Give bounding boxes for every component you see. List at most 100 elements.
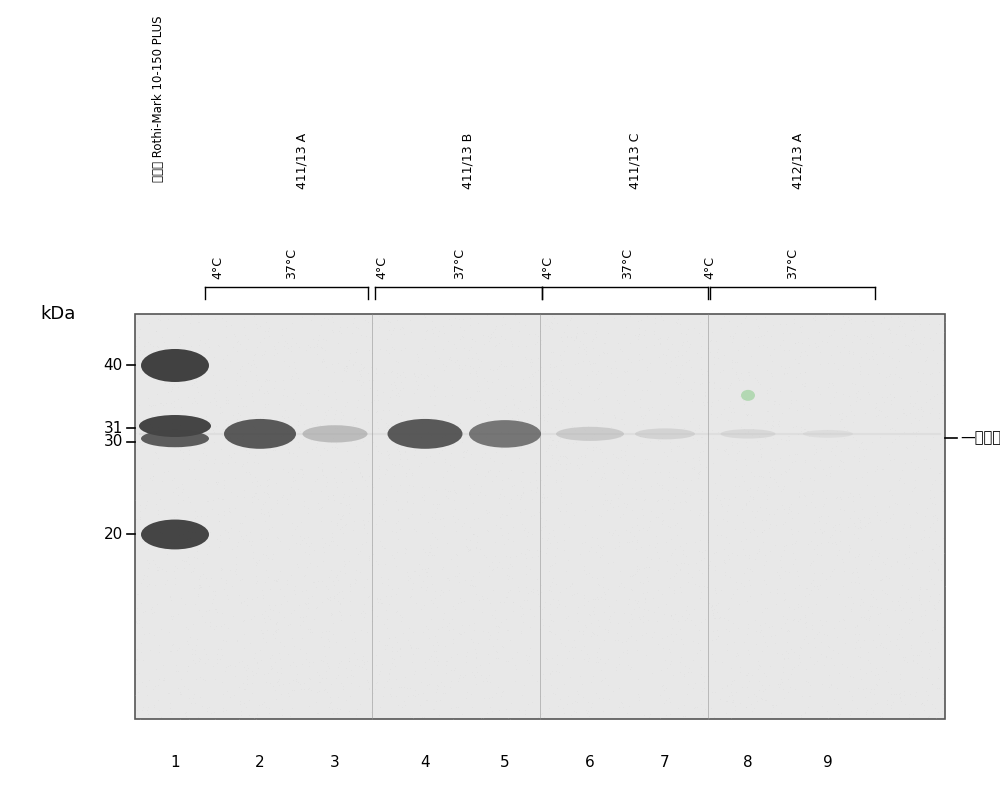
Point [590,656,606,668]
Point [254,626,270,639]
Point [882,511,898,523]
Point [279,578,295,590]
Point [568,436,584,449]
Point [821,669,837,681]
Ellipse shape [141,520,209,549]
Point [129,438,145,450]
Point [749,695,765,707]
Point [170,343,186,356]
Point [317,683,333,696]
Point [170,481,186,494]
Point [716,403,732,416]
Point [642,708,658,721]
Point [527,337,543,350]
Point [850,649,866,662]
Point [905,426,921,439]
Point [753,451,769,464]
Point [218,320,234,332]
Point [391,390,407,402]
Point [806,448,822,461]
Point [372,665,388,678]
Point [725,332,741,344]
Point [570,385,586,398]
Point [488,446,504,458]
Point [895,601,911,614]
Point [282,659,298,671]
Point [399,566,415,578]
Point [603,421,619,433]
Point [175,329,191,342]
Point [176,535,192,548]
Point [163,705,179,718]
Point [266,348,282,361]
Point [218,576,234,589]
Text: 4°C: 4°C [376,256,388,279]
Point [536,479,552,491]
Point [552,505,568,517]
Point [620,459,636,472]
Text: 6: 6 [585,755,595,770]
Point [186,391,202,404]
Point [246,712,262,725]
Point [796,380,812,392]
Point [843,604,859,617]
Point [227,329,243,342]
Point [629,535,645,548]
Point [253,533,269,545]
Point [629,373,645,386]
Point [742,482,758,494]
Point [884,436,900,449]
Point [685,653,701,666]
Point [140,707,156,720]
Point [265,443,281,456]
Point [852,360,868,373]
Point [687,619,703,631]
Point [242,468,258,480]
Point [591,692,607,704]
Point [764,354,780,367]
Point [536,374,552,387]
Point [901,340,917,353]
Point [326,494,342,507]
Point [381,667,397,680]
Point [197,337,213,350]
Point [391,445,407,457]
Point [189,542,205,555]
Point [160,687,176,700]
Point [670,312,686,325]
Point [858,681,874,694]
Point [616,418,632,431]
Point [914,410,930,423]
Point [337,641,353,653]
Point [855,683,871,696]
Point [651,552,667,564]
Point [171,642,187,655]
Point [453,596,469,608]
Point [560,689,576,702]
Point [441,353,457,365]
Point [236,491,252,504]
Point [641,538,657,551]
Point [492,488,508,501]
Point [133,597,149,610]
Point [706,381,722,394]
Point [306,341,322,354]
Point [823,459,839,472]
Point [208,420,224,432]
Point [473,354,489,367]
Point [458,650,474,663]
Point [208,378,224,391]
Point [294,585,310,597]
Point [170,380,186,393]
Point [902,521,918,534]
Point [736,636,752,648]
Point [606,606,622,619]
Point [467,334,483,347]
Point [741,574,757,586]
Point [324,608,340,621]
Point [589,381,605,394]
Point [861,387,877,400]
Point [583,675,599,688]
Point [152,309,168,321]
Point [128,433,144,446]
